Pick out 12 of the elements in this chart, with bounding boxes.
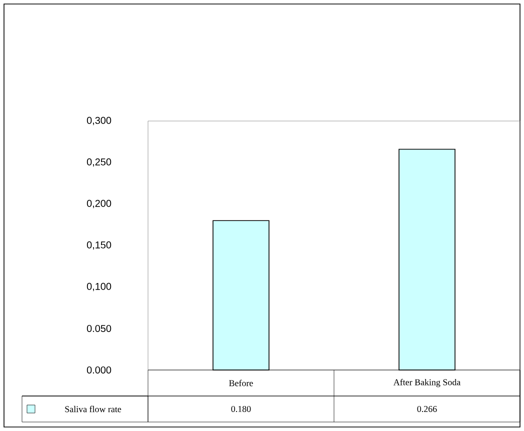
y-tick-label: 0,150	[86, 241, 112, 250]
y-tick-label: 0,250	[86, 158, 112, 167]
y-tick-label: 0,200	[86, 200, 112, 208]
y-tick-label: 0,100	[86, 282, 112, 292]
y-tick-label: 0.000	[86, 366, 112, 374]
data-label: 0.180	[231, 406, 251, 412]
data-label: 0.266	[417, 406, 437, 412]
text: Saliva flow rate	[65, 406, 122, 412]
x-tick-label: After Baking Soda	[393, 378, 461, 388]
y-tick-label: 0.050	[86, 324, 112, 332]
x-tick-label: Before	[229, 380, 253, 386]
y-tick-label: 0,300	[86, 116, 112, 126]
